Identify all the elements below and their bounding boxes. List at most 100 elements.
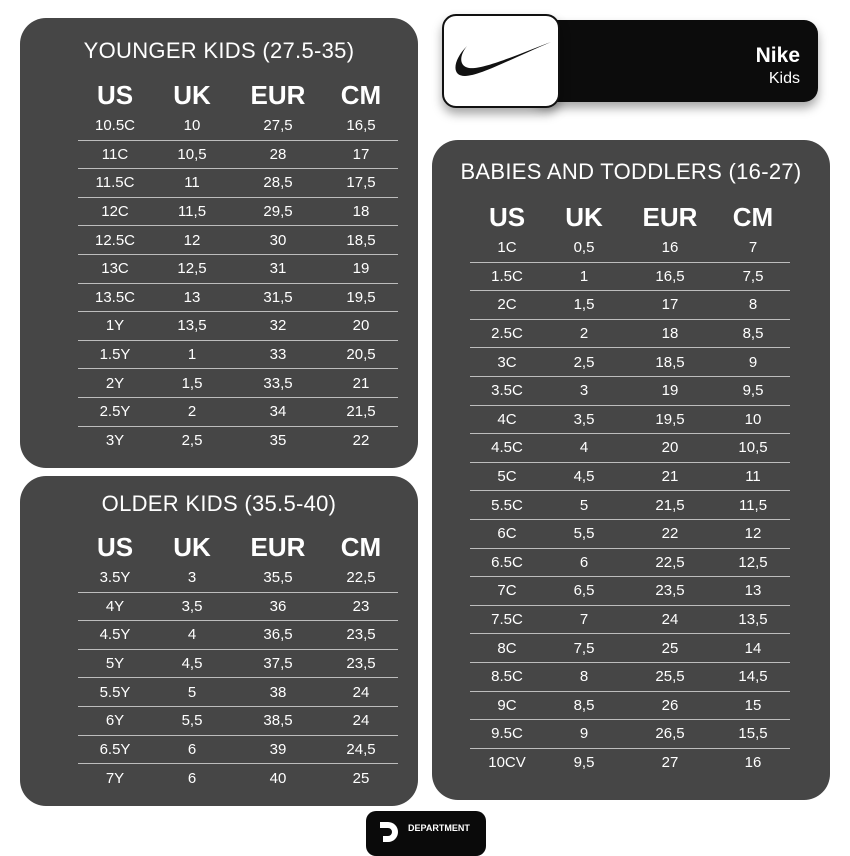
column-header-uk: UK (173, 531, 211, 562)
brand-name: Nike (755, 44, 800, 67)
cell-eur: 19,5 (655, 410, 685, 428)
table-row: 7Y 6 40 25 (78, 764, 398, 793)
cell-cm: 16 (744, 754, 762, 772)
column-header-cm: CM (340, 531, 382, 562)
brand-subtitle: Kids (768, 70, 800, 87)
table-row: 8C 7,5 25 14 (470, 634, 790, 663)
cell-uk: 3,5 (181, 597, 203, 615)
cell-us: 5.5C (491, 496, 523, 514)
cell-us: 13.5C (94, 288, 136, 306)
cell-cm: 9 (748, 353, 758, 371)
cell-cm: 10,5 (738, 439, 768, 457)
cell-uk: 8,5 (573, 696, 595, 714)
cell-cm: 11,5 (738, 496, 768, 514)
cell-uk: 12 (183, 231, 201, 249)
cell-uk: 12,5 (177, 260, 207, 278)
cell-uk: 6 (579, 553, 589, 571)
cell-us: 1.5Y (99, 346, 131, 364)
table-row: 5C 4,5 21 11 (470, 463, 790, 492)
table-row: 4.5C 4 20 10,5 (470, 434, 790, 463)
cell-uk: 2 (187, 403, 197, 421)
cell-eur: 22,5 (655, 553, 685, 571)
cell-us: 9C (497, 696, 517, 714)
table-row: 12C 11,5 29,5 18 (78, 198, 398, 227)
cell-us: 4Y (105, 597, 125, 615)
cell-us: 1.5C (491, 267, 523, 285)
cell-us: 12.5C (94, 231, 136, 249)
table-row: 4Y 3,5 36 23 (78, 593, 398, 622)
column-header-us: US (488, 201, 526, 232)
cell-us: 3C (497, 353, 517, 371)
cell-eur: 36,5 (263, 626, 293, 644)
brand-header: Nike Kids (442, 14, 818, 108)
column-header-uk: UK (173, 79, 211, 110)
cell-cm: 12 (744, 525, 762, 543)
cell-eur: 26 (661, 696, 679, 714)
cell-us: 12C (101, 203, 129, 221)
table-row: 4.5Y 4 36,5 23,5 (78, 621, 398, 650)
table-row: 2Y 1,5 33,5 21 (78, 369, 398, 398)
table-row: 1.5C 1 16,5 7,5 (470, 263, 790, 292)
cell-eur: 22 (661, 525, 679, 543)
cell-eur: 35,5 (263, 569, 293, 587)
cell-uk: 1,5 (181, 374, 203, 392)
cell-uk: 10 (183, 117, 201, 135)
cell-uk: 4,5 (181, 655, 203, 673)
table-row: 13.5C 13 31,5 19,5 (78, 284, 398, 313)
cell-uk: 5,5 (573, 525, 595, 543)
cell-uk: 2,5 (573, 353, 595, 371)
table-row: 6.5Y 6 39 24,5 (78, 736, 398, 765)
cell-eur: 24 (661, 611, 679, 629)
cell-cm: 24,5 (346, 740, 376, 758)
table-row: 9C 8,5 26 15 (470, 692, 790, 721)
department-label: DEPARTMENT (408, 823, 470, 833)
table-row: 11C 10,5 28 17 (78, 141, 398, 170)
cell-us: 6Y (105, 712, 125, 730)
cell-eur: 16,5 (655, 267, 685, 285)
cell-eur: 18,5 (655, 353, 685, 371)
cell-uk: 4,5 (573, 468, 595, 486)
cell-cm: 11 (745, 468, 761, 486)
cell-cm: 24 (352, 712, 370, 730)
cell-cm: 9,5 (742, 382, 764, 400)
cell-cm: 22 (352, 432, 370, 450)
cell-us: 7C (497, 582, 517, 600)
cell-eur: 18 (661, 325, 679, 343)
table-row: 2.5C 2 18 8,5 (470, 320, 790, 349)
cell-us: 4.5C (491, 439, 523, 457)
cell-uk: 11 (184, 174, 200, 192)
cell-uk: 4 (187, 626, 197, 644)
cell-us: 3.5C (491, 382, 523, 400)
cell-eur: 34 (269, 403, 287, 421)
cell-eur: 28,5 (263, 174, 293, 192)
table-row: 11.5C 11 28,5 17,5 (78, 169, 398, 198)
cell-uk: 5,5 (181, 712, 203, 730)
cell-cm: 15 (744, 696, 762, 714)
table-row: 3Y 2,5 35 22 (78, 427, 398, 456)
cell-eur: 33 (269, 346, 287, 364)
cell-uk: 9,5 (573, 754, 595, 772)
cell-eur: 31 (269, 260, 287, 278)
table-row: 2.5Y 2 34 21,5 (78, 398, 398, 427)
cell-cm: 15,5 (738, 725, 768, 743)
cell-cm: 21 (352, 374, 370, 392)
column-header-eur: EUR (250, 531, 306, 562)
panel-title: OLDER KIDS (35.5-40) (101, 491, 337, 516)
cell-cm: 23 (352, 597, 370, 615)
cell-eur: 30 (269, 231, 287, 249)
cell-cm: 14,5 (738, 668, 768, 686)
table-row: 8.5C 8 25,5 14,5 (470, 663, 790, 692)
nike-swoosh-icon (442, 14, 560, 108)
cell-uk: 7 (579, 611, 589, 629)
cell-uk: 7,5 (573, 639, 595, 657)
cell-cm: 18 (352, 203, 370, 221)
cell-cm: 7 (748, 239, 758, 257)
older-kids-table: US UK EUR CM 3.5Y 3 35,5 22,5 4Y 3,5 36 23 4.5Y 4 36,5… (78, 530, 398, 793)
column-header-uk: UK (565, 201, 603, 232)
cell-eur: 38,5 (263, 712, 293, 730)
cell-cm: 22,5 (346, 569, 376, 587)
cell-uk: 5 (579, 496, 589, 514)
cell-us: 10.5C (94, 117, 136, 135)
table-row: 9.5C 9 26,5 15,5 (470, 720, 790, 749)
cell-cm: 20 (352, 317, 370, 335)
